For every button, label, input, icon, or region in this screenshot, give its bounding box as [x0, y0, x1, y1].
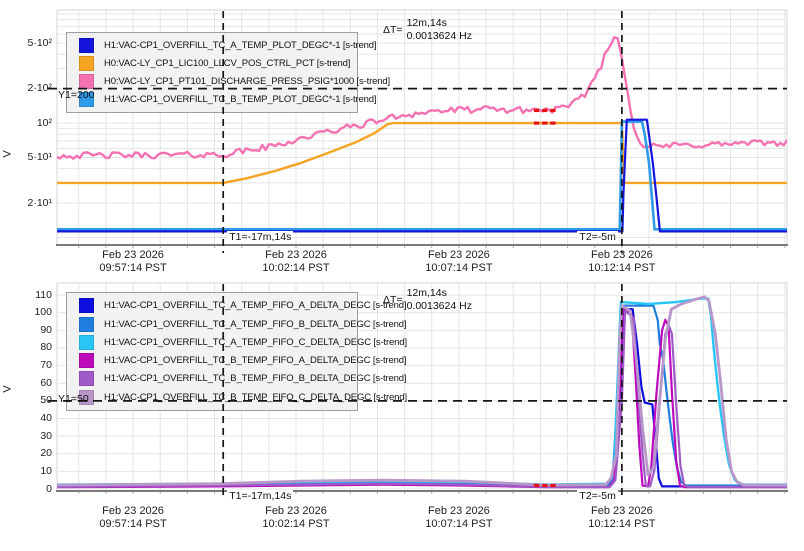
legend-swatch-tcB_fifoB: [79, 371, 94, 387]
legend-label: H1:VAC-CP1_OVERFILL_TC_A_TEMP_FIFO_C_DEL…: [104, 336, 407, 348]
legend-label: H1:VAC-CP1_OVERFILL_TC_B_TEMP_PLOT_DEGC*…: [104, 94, 377, 105]
bottom-chart: [56, 282, 788, 494]
legend-item-tcA_fifoB[interactable]: H1:VAC-CP1_OVERFILL_TC_A_TEMP_FIFO_B_DEL…: [67, 316, 407, 332]
legend-item-tcA_fifoA[interactable]: H1:VAC-CP1_OVERFILL_TC_A_TEMP_FIFO_A_DEL…: [67, 298, 407, 314]
y1-marker-label-bottom[interactable]: Y1=50: [58, 393, 89, 405]
series-tcB_plot-trace: [57, 120, 787, 231]
legend-item-tcB_fifoB[interactable]: H1:VAC-CP1_OVERFILL_TC_B_TEMP_FIFO_B_DEL…: [67, 371, 407, 387]
legend-item-tcB_fifoA[interactable]: H1:VAC-CP1_OVERFILL_TC_B_TEMP_FIFO_A_DEL…: [67, 353, 407, 369]
legend-item-tcB_fifoC[interactable]: H1:VAC-CP1_OVERFILL_TC_B_TEMP_FIFO_C_DEL…: [67, 389, 407, 405]
t1-cursor-label-top[interactable]: T1=-17m,14s: [227, 231, 294, 243]
series-tcA_plot-trace: [57, 118, 787, 233]
legend-item-pt101_press[interactable]: H0:VAC-LY_CP1_PT101_DISCHARGE_PRESS_PSIG…: [67, 74, 390, 89]
legend-item-tcB_plot[interactable]: H1:VAC-CP1_OVERFILL_TC_B_TEMP_PLOT_DEGC*…: [67, 92, 377, 107]
series-tcB_fifoC-trace: [57, 295, 787, 487]
legend-label: H1:VAC-CP1_OVERFILL_TC_B_TEMP_FIFO_B_DEL…: [104, 373, 407, 385]
legend-label: H1:VAC-CP1_OVERFILL_TC_B_TEMP_FIFO_C_DEL…: [104, 391, 407, 403]
legend-swatch-tcA_plot: [79, 38, 94, 53]
legend-label: H1:VAC-CP1_OVERFILL_TC_A_TEMP_FIFO_B_DEL…: [104, 318, 407, 330]
legend-label: H1:VAC-CP1_OVERFILL_TC_B_TEMP_FIFO_A_DEL…: [104, 355, 407, 367]
legend-swatch-tcA_fifoA: [79, 298, 94, 314]
series-tcB_fifoB-trace: [57, 309, 787, 488]
t1-cursor-label-bottom[interactable]: T1=-17m,14s: [227, 490, 294, 502]
legend-item-tcA_plot[interactable]: H1:VAC-CP1_OVERFILL_TC_A_TEMP_PLOT_DEGC*…: [67, 38, 377, 53]
legend-swatch-tcA_fifoC: [79, 334, 94, 350]
legend-swatch-tcB_fifoA: [79, 353, 94, 369]
legend-label: H1:VAC-CP1_OVERFILL_TC_A_TEMP_FIFO_A_DEL…: [104, 300, 407, 312]
plot-border: [56, 282, 788, 492]
legend-item-llcv_pos[interactable]: H0:VAC-LY_CP1_LIC100_LLCV_POS_CTRL_PCT […: [67, 56, 357, 71]
legend-swatch-tcB_plot: [79, 92, 94, 107]
legend-label: H0:VAC-LY_CP1_PT101_DISCHARGE_PRESS_PSIG…: [104, 76, 391, 87]
legend-swatch-tcA_fifoB: [79, 316, 94, 332]
y1-marker-label-top[interactable]: Y1=200: [58, 89, 95, 101]
legend-label: H0:VAC-LY_CP1_LIC100_LLCV_POS_CTRL_PCT […: [104, 58, 351, 69]
series-pt101_press-trace: [57, 36, 787, 160]
legend-item-tcA_fifoC[interactable]: H1:VAC-CP1_OVERFILL_TC_A_TEMP_FIFO_C_DEL…: [67, 334, 407, 350]
t2-cursor-label-bottom[interactable]: T2=-5m: [577, 490, 618, 502]
t2-cursor-label-top[interactable]: T2=-5m: [577, 231, 618, 243]
legend-swatch-pt101_press: [79, 74, 94, 89]
legend-label: H1:VAC-CP1_OVERFILL_TC_A_TEMP_PLOT_DEGC*…: [104, 40, 377, 51]
legend-swatch-llcv_pos: [79, 56, 94, 71]
